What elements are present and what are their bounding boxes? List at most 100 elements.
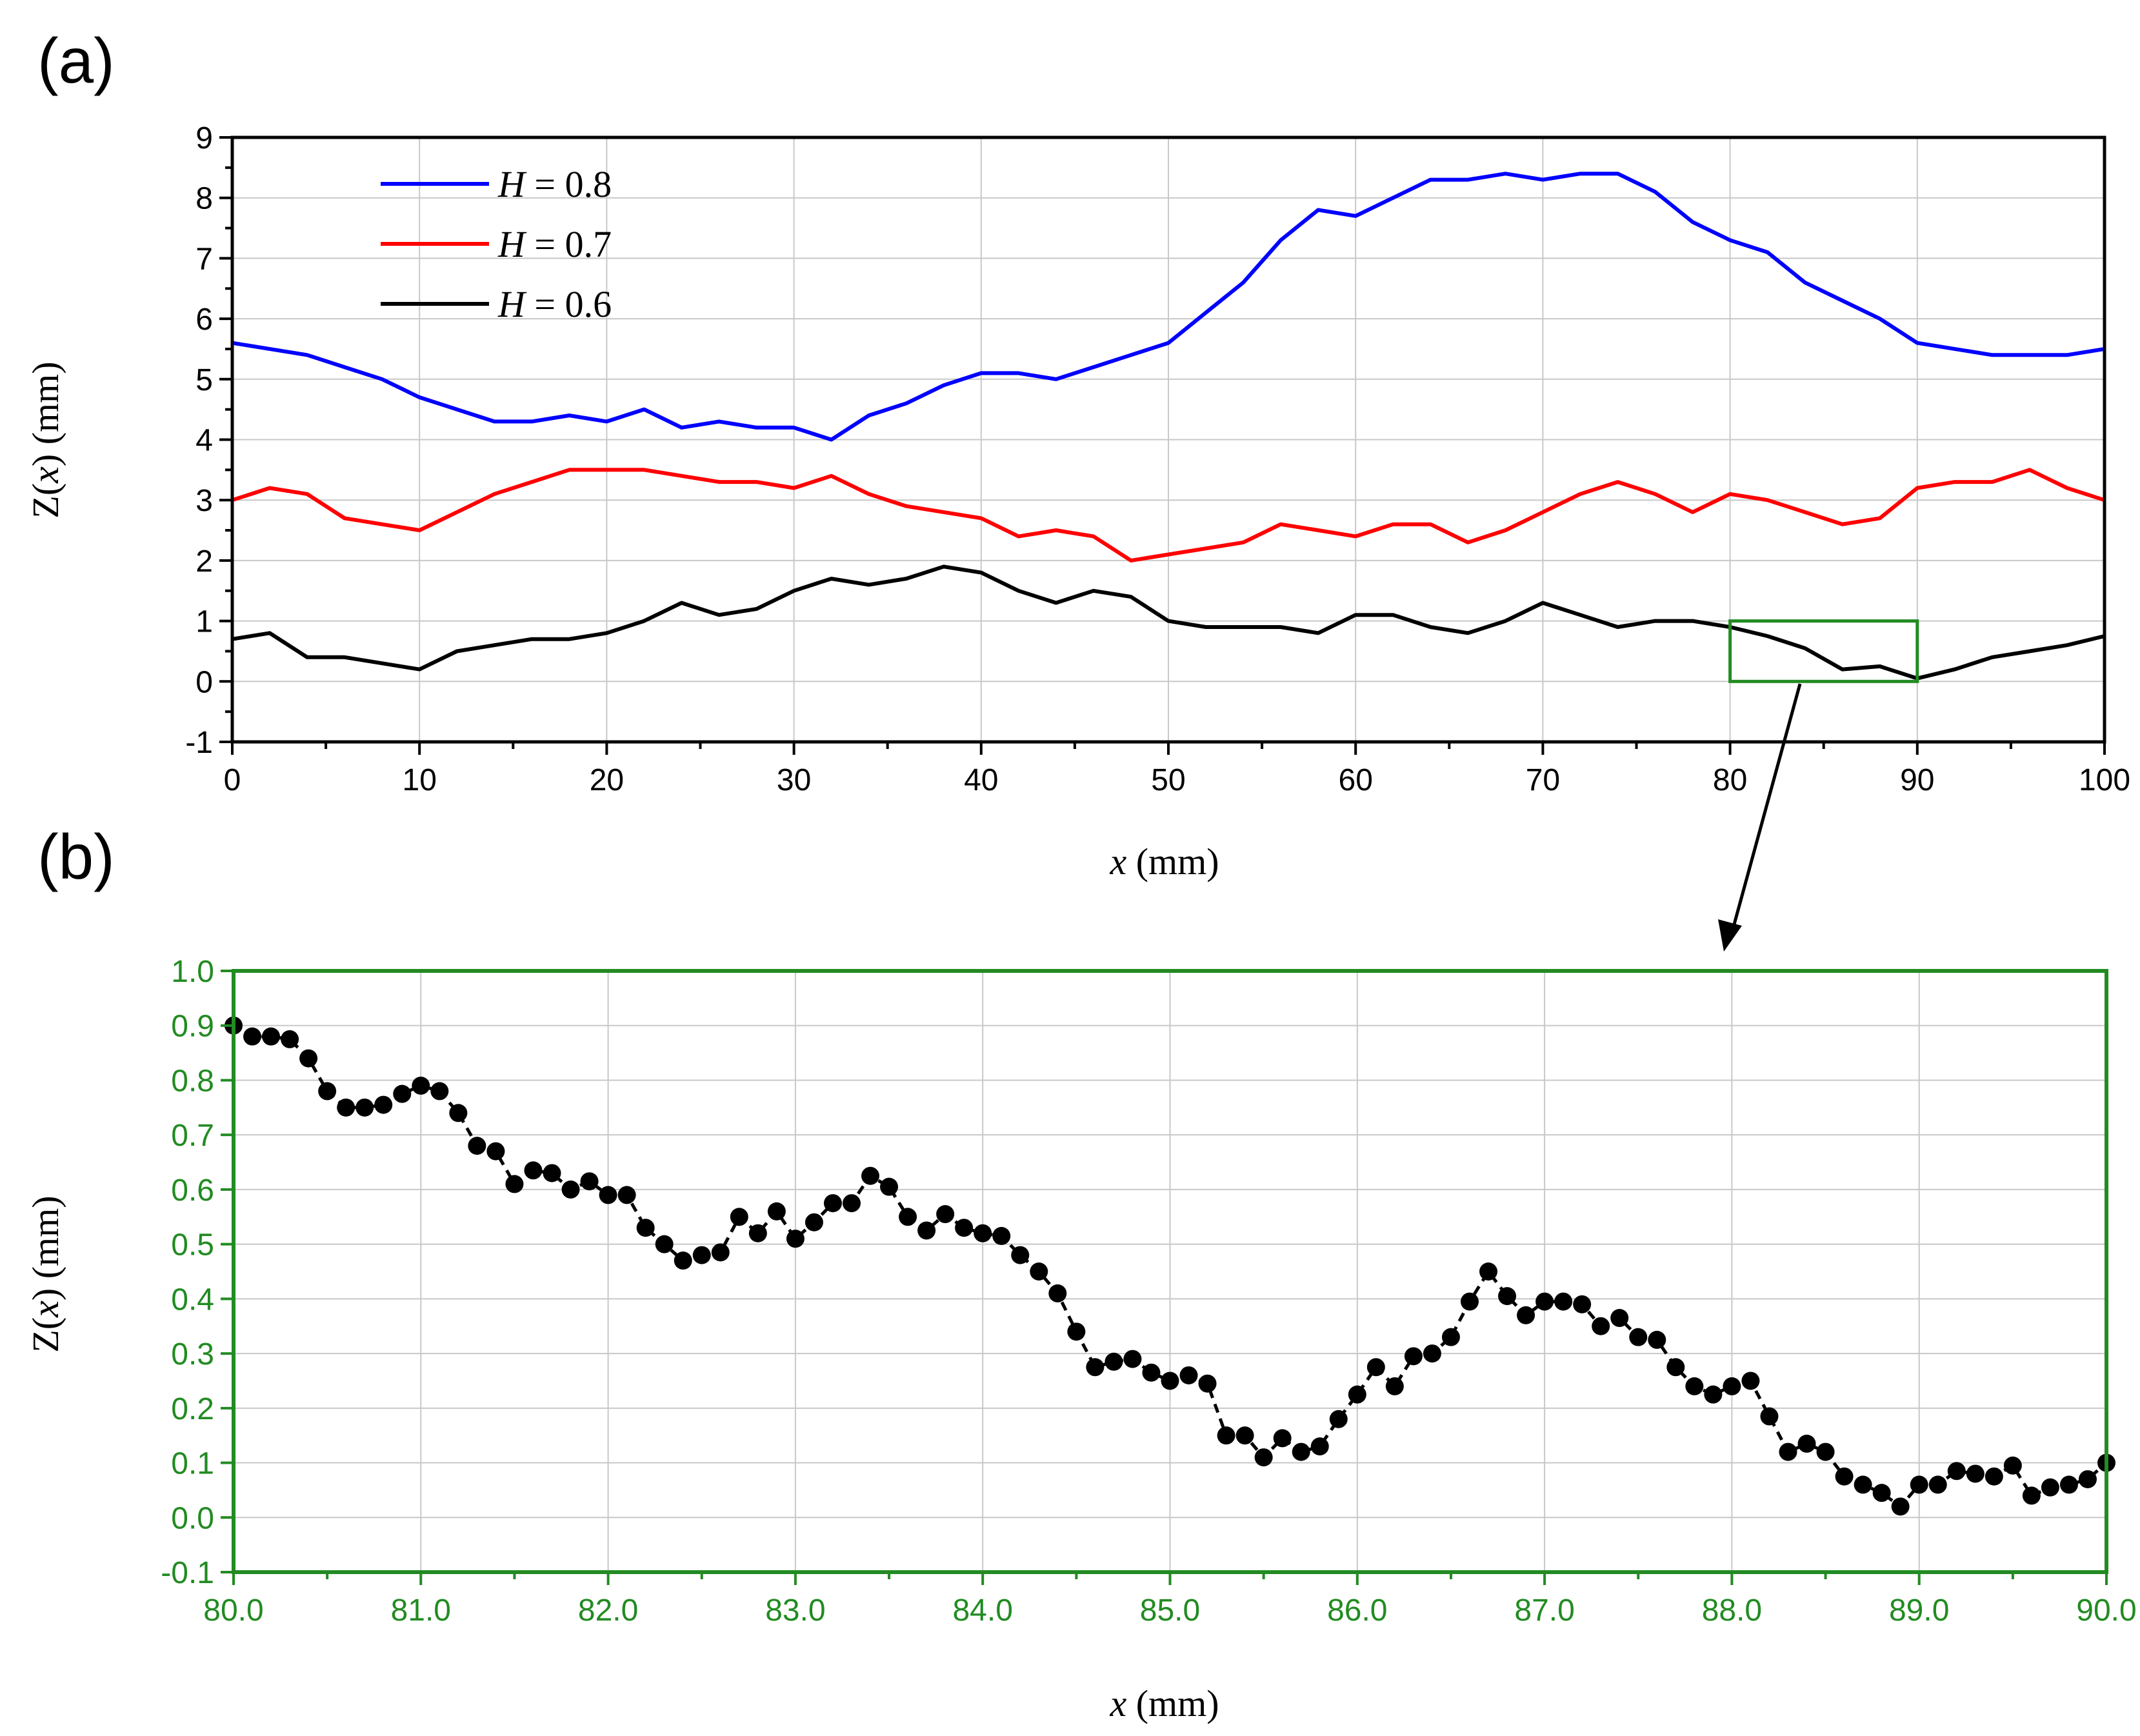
data-point: [1441, 1328, 1460, 1346]
chart-b-series: [225, 1016, 2115, 1516]
data-point: [1854, 1475, 1872, 1494]
data-point: [992, 1226, 1011, 1245]
y-tick-label: 5: [195, 363, 213, 397]
x-tick-label: 80: [1713, 763, 1747, 797]
chart-b-y-axis-title: Z(x) (mm): [25, 1195, 66, 1352]
y-tick-label: 0.5: [171, 1228, 214, 1262]
y-tick-label: 0.6: [171, 1173, 214, 1208]
data-point: [1592, 1317, 1610, 1335]
data-point: [1872, 1484, 1891, 1502]
series-line-2: [232, 468, 2105, 563]
data-point: [1610, 1309, 1629, 1328]
y-tick-label: 0.0: [171, 1501, 214, 1535]
panel-b-label: (b): [37, 821, 115, 892]
data-point: [2078, 1470, 2097, 1488]
data-point: [636, 1219, 655, 1237]
data-point: [1517, 1306, 1535, 1324]
y-tick-label: 0: [195, 665, 213, 699]
y-tick-label: 0.4: [171, 1282, 214, 1317]
data-point: [805, 1213, 823, 1232]
x-tick-label: 87.0: [1514, 1593, 1574, 1628]
data-point: [1666, 1358, 1685, 1377]
data-point: [1648, 1330, 1666, 1349]
zoom-connector-arrow: [1718, 683, 1802, 952]
y-tick-label: 3: [195, 484, 213, 518]
data-point: [1254, 1448, 1273, 1467]
data-point: [299, 1049, 318, 1068]
data-point: [1910, 1475, 1928, 1494]
data-point: [2003, 1456, 2022, 1475]
y-tick-label: 2: [195, 544, 213, 579]
data-point: [974, 1224, 992, 1242]
data-point: [1423, 1344, 1441, 1363]
data-point: [1966, 1464, 1985, 1483]
y-tick-label: 8: [195, 182, 213, 216]
data-point: [1217, 1426, 1235, 1445]
data-point: [1479, 1262, 1498, 1281]
data-point: [767, 1202, 786, 1221]
data-point: [1573, 1295, 1592, 1313]
data-point: [1030, 1262, 1048, 1281]
x-tick-label: 70: [1526, 763, 1560, 797]
chart-b-x-axis-title: x (mm): [1109, 1682, 1219, 1724]
x-tick-label: 84.0: [952, 1593, 1012, 1628]
chart-b: 80.0 81.0 82.0 83.0 84.0 85.0 86.0 87.0 88.0 89.0…: [25, 955, 2137, 1724]
data-point: [318, 1082, 337, 1101]
data-point: [580, 1172, 599, 1191]
data-point: [2022, 1486, 2041, 1505]
y-tick-label: 7: [195, 242, 213, 276]
data-point: [823, 1194, 842, 1213]
x-tick-label: 90.0: [2076, 1593, 2136, 1628]
data-point: [243, 1027, 262, 1046]
x-tick-label: 60: [1339, 763, 1373, 797]
x-tick-label: 80.0: [203, 1593, 263, 1628]
series-line-1: [232, 172, 2105, 442]
data-point: [692, 1246, 711, 1264]
data-point: [1086, 1358, 1105, 1377]
data-point: [1310, 1437, 1329, 1456]
chart-a-x-axis-title: x (mm): [1109, 841, 1219, 883]
x-tick-label: 0: [224, 763, 241, 797]
y-tick-label: 0.1: [171, 1447, 214, 1481]
y-tick-label: 0.9: [171, 1010, 214, 1044]
x-tick-label: 50: [1151, 763, 1185, 797]
x-tick-label: 90: [1900, 763, 1934, 797]
x-tick-label: 20: [590, 763, 624, 797]
data-point: [674, 1252, 692, 1270]
data-point: [281, 1030, 299, 1048]
data-point: [1928, 1475, 1947, 1494]
data-point: [1292, 1442, 1310, 1461]
series-line-3: [232, 564, 2105, 681]
y-tick-label: 9: [195, 121, 213, 155]
data-point: [711, 1243, 730, 1262]
data-point: [561, 1180, 580, 1199]
chart-a-series: [232, 172, 2105, 681]
x-tick-label: 10: [403, 763, 437, 797]
data-point: [786, 1230, 805, 1248]
data-point: [1235, 1426, 1254, 1445]
data-point: [748, 1224, 767, 1242]
data-point: [1067, 1322, 1086, 1341]
y-tick-label: -1: [185, 726, 213, 760]
data-point: [1385, 1377, 1404, 1395]
data-point: [1685, 1377, 1704, 1395]
data-point: [393, 1084, 412, 1103]
data-point: [861, 1166, 880, 1185]
data-point: [337, 1098, 355, 1117]
chart-a-legend: H = 0.8 H = 0.7 H = 0.6: [381, 163, 612, 325]
data-point: [1179, 1366, 1198, 1384]
data-point: [1535, 1292, 1554, 1311]
y-tick-label: 1.0: [171, 955, 214, 989]
data-point: [655, 1235, 674, 1253]
y-tick-label: 0.7: [171, 1119, 214, 1153]
data-point: [374, 1095, 393, 1114]
legend-label: H = 0.8: [497, 163, 612, 205]
data-point: [1797, 1434, 1816, 1453]
x-tick-label: 89.0: [1889, 1593, 1949, 1628]
x-tick-label: 83.0: [765, 1593, 825, 1628]
data-point: [2041, 1478, 2059, 1497]
data-point: [1816, 1442, 1835, 1461]
data-point: [1105, 1352, 1123, 1371]
data-point: [468, 1137, 486, 1155]
